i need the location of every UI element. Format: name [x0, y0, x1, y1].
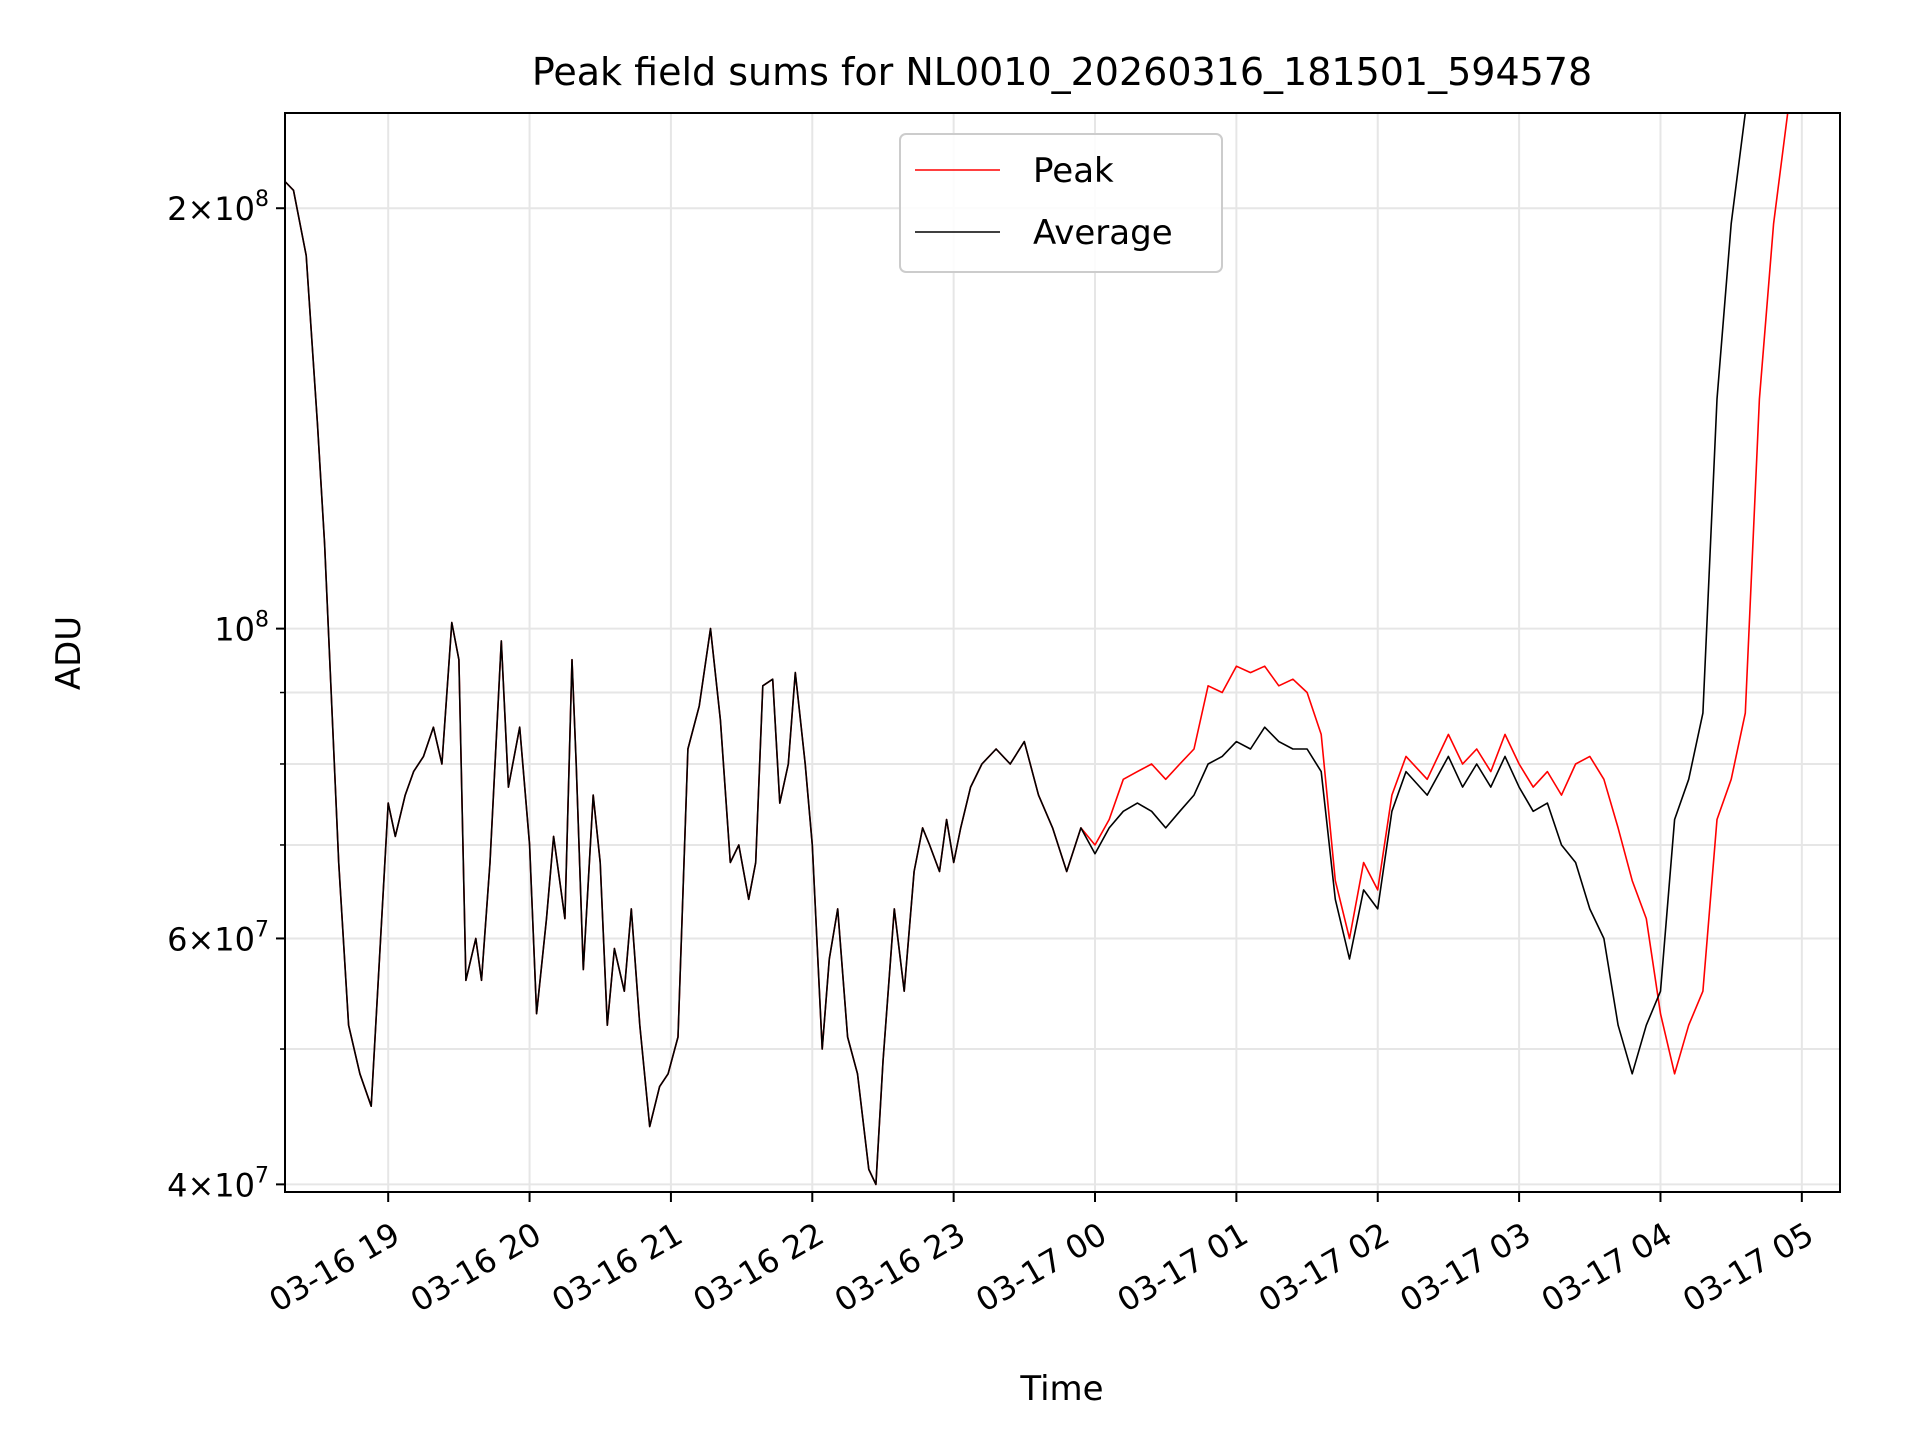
legend: Peak Average	[899, 133, 1223, 273]
plot-frame	[284, 112, 1841, 1193]
series-layer	[285, 113, 1789, 1186]
legend-label-peak: Peak	[1033, 151, 1114, 191]
y-axis-label: ADU	[49, 616, 89, 690]
grid	[285, 113, 1840, 1192]
x-axis-label: Time	[1019, 1369, 1103, 1409]
legend-box	[899, 133, 1223, 273]
y-tick-label: 4×107	[167, 1163, 269, 1204]
legend-label-average: Average	[1033, 213, 1173, 253]
series-line-average	[285, 113, 1747, 1186]
y-axis: 4×107 6×107 108 2×108	[167, 187, 285, 1204]
y-tick-label: 6×107	[167, 917, 269, 958]
chart-title: Peak field sums for NL0010_20260316_1815…	[532, 50, 1592, 94]
y-tick-label: 108	[214, 608, 269, 649]
y-tick-label: 2×108	[167, 187, 269, 228]
